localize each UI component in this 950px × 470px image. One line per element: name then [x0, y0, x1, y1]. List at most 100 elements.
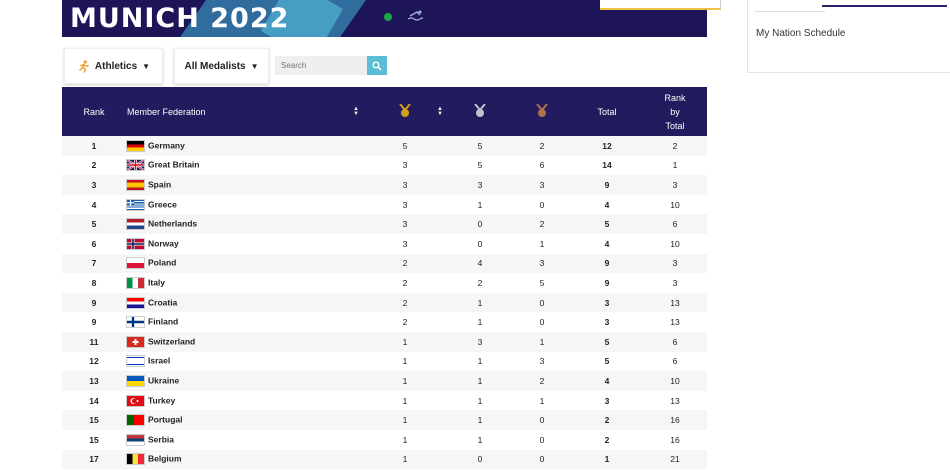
- nation-name[interactable]: Spain: [148, 179, 172, 190]
- nation-name[interactable]: Norway: [148, 238, 179, 249]
- rank-cell: 14: [89, 395, 99, 406]
- federation-cell[interactable]: Spain: [126, 175, 363, 195]
- table-row[interactable]: 12 Israel 1 1 3 5 6: [62, 351, 707, 372]
- table-row[interactable]: 9 Croatia 2 1 0 3 13: [62, 292, 707, 313]
- nation-name[interactable]: Portugal: [148, 414, 183, 425]
- nation-name[interactable]: Netherlands: [148, 218, 198, 229]
- nation-name[interactable]: Italy: [148, 277, 166, 288]
- rank-by-total-cell: 13: [670, 297, 680, 308]
- medalists-dropdown[interactable]: All Medalists ▼: [174, 48, 269, 84]
- tr-flag-icon: [126, 394, 145, 407]
- rank-cell: 5: [91, 219, 97, 230]
- table-row[interactable]: 14 Turkey 1 1 1 3 13: [62, 390, 707, 411]
- federation-cell[interactable]: Croatia: [126, 293, 363, 313]
- gold-header[interactable]: ▲ ▼: [363, 87, 447, 136]
- nav-tab-edge[interactable]: [755, 0, 825, 12]
- nation-name[interactable]: Switzerland: [148, 335, 196, 346]
- federation-cell[interactable]: Italy: [126, 273, 363, 293]
- federation-cell[interactable]: Portugal: [126, 410, 363, 430]
- table-row[interactable]: 11 Switzerland 1 3 1 5 6: [62, 331, 707, 352]
- sort-icon[interactable]: ▲ ▼: [437, 106, 443, 117]
- search-input[interactable]: [275, 56, 367, 75]
- silver-medal-icon: [474, 102, 486, 117]
- table-row[interactable]: 4 Greece 3 1 0 4 10: [62, 194, 707, 215]
- federation-cell[interactable]: Turkey: [126, 391, 363, 411]
- nation-name[interactable]: Poland: [148, 257, 177, 268]
- nation-name[interactable]: Ukraine: [148, 375, 180, 386]
- total-cell: 1: [604, 454, 610, 465]
- table-row[interactable]: 17 Belgium 1 0 0 1 21: [62, 449, 707, 470]
- rank-by-total-cell: 21: [670, 454, 680, 465]
- nav-tab-edge[interactable]: [822, 0, 947, 7]
- nation-name[interactable]: Belgium: [148, 453, 182, 464]
- table-row[interactable]: 2 Great Britain 3 5 6 14 1: [62, 155, 707, 176]
- total-cell: 4: [604, 375, 610, 386]
- bronze-cell: 1: [539, 238, 545, 249]
- federation-cell[interactable]: Finland: [126, 312, 363, 332]
- silver-cell: 1: [477, 356, 483, 367]
- table-row[interactable]: 9 Finland 2 1 0 3 13: [62, 312, 707, 332]
- federation-cell[interactable]: Belgium: [126, 450, 363, 470]
- total-cell: 5: [604, 336, 610, 347]
- gold-cell: 1: [402, 434, 408, 445]
- nation-name[interactable]: Serbia: [148, 433, 174, 444]
- federation-cell[interactable]: Netherlands: [126, 214, 363, 234]
- gold-cell: 1: [402, 454, 408, 465]
- nation-name[interactable]: Germany: [148, 140, 185, 151]
- federation-cell[interactable]: Poland: [126, 254, 363, 274]
- nav-tab-edge[interactable]: [600, 0, 721, 10]
- nation-name[interactable]: Greece: [148, 198, 177, 209]
- nation-name[interactable]: Great Britain: [148, 159, 200, 170]
- nation-name[interactable]: Israel: [148, 355, 171, 366]
- bronze-cell: 1: [539, 336, 545, 347]
- sport-dropdown[interactable]: Athletics ▼: [64, 48, 163, 84]
- federation-cell[interactable]: Greece: [126, 195, 363, 215]
- nation-name[interactable]: Croatia: [148, 296, 178, 307]
- table-row[interactable]: 7 Poland 2 4 3 9 3: [62, 253, 707, 274]
- table-row[interactable]: 3 Spain 3 3 3 9 3: [62, 175, 707, 195]
- rank-cell: 9: [91, 317, 97, 328]
- nation-name[interactable]: Turkey: [148, 394, 176, 405]
- bronze-cell: 2: [539, 375, 545, 386]
- federation-cell[interactable]: Israel: [126, 352, 363, 372]
- silver-header[interactable]: [447, 87, 513, 136]
- nl-flag-icon: [126, 218, 145, 231]
- runner-icon: [79, 59, 89, 73]
- total-cell: 4: [604, 238, 610, 249]
- table-row[interactable]: 8 Italy 2 2 5 9 3: [62, 273, 707, 293]
- table-row[interactable]: 15 Serbia 1 1 0 2 16: [62, 429, 707, 450]
- table-row[interactable]: 1 Germany 5 5 2 12 2: [62, 136, 707, 156]
- bronze-header[interactable]: [513, 87, 571, 136]
- federation-cell[interactable]: Switzerland: [126, 332, 363, 352]
- rank-by-total-cell: 10: [670, 199, 680, 210]
- federation-cell[interactable]: Great Britain: [126, 156, 363, 176]
- total-cell: 9: [604, 258, 610, 269]
- rank-header[interactable]: Rank: [83, 106, 105, 117]
- federation-cell[interactable]: Serbia: [126, 430, 363, 450]
- total-cell: 5: [604, 219, 610, 230]
- rank-by-total-header[interactable]: Rank by Total: [643, 87, 707, 136]
- caret-down-icon: ▼: [250, 61, 259, 71]
- gold-cell: 3: [402, 179, 408, 190]
- federation-cell[interactable]: Ukraine: [126, 371, 363, 391]
- total-header[interactable]: Total: [597, 106, 617, 117]
- table-row[interactable]: 15 Portugal 1 1 0 2 16: [62, 410, 707, 430]
- silver-cell: 3: [477, 336, 483, 347]
- gold-cell: 2: [402, 258, 408, 269]
- silver-cell: 1: [477, 415, 483, 426]
- sport-dropdown-label: Athletics: [94, 60, 138, 72]
- table-row[interactable]: 5 Netherlands 3 0 2 5 6: [62, 214, 707, 234]
- sort-icon[interactable]: ▲ ▼: [353, 106, 359, 117]
- sidebar-panel: My Nation Schedule: [747, 0, 950, 73]
- table-row[interactable]: 13 Ukraine 1 1 2 4 10: [62, 371, 707, 391]
- my-nation-schedule-link[interactable]: My Nation Schedule: [756, 28, 846, 39]
- federation-cell[interactable]: Germany: [126, 136, 363, 156]
- federation-header[interactable]: Member Federation ▲ ▼: [126, 87, 363, 136]
- table-row[interactable]: 6 Norway 3 0 1 4 10: [62, 233, 707, 254]
- gold-cell: 1: [402, 395, 408, 406]
- search-button[interactable]: [367, 56, 387, 75]
- gold-cell: 3: [402, 238, 408, 249]
- nation-name[interactable]: Finland: [148, 316, 179, 327]
- federation-cell[interactable]: Norway: [126, 234, 363, 254]
- gold-cell: 3: [402, 219, 408, 230]
